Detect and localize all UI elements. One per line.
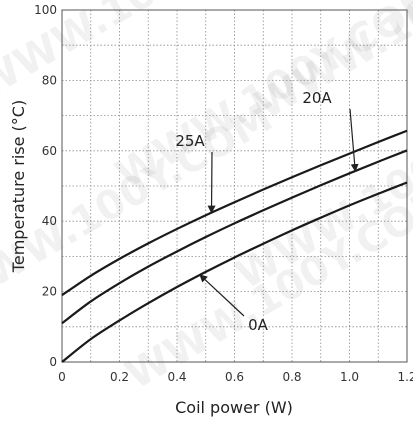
series-line-25a — [61, 129, 408, 297]
y-tick-label: 60 — [42, 144, 57, 158]
x-axis-label: Coil power (W) — [175, 398, 293, 417]
y-tick-label: 100 — [34, 3, 57, 17]
x-tick-label: 1.2 — [397, 370, 413, 384]
annotation-layer: 25A 20A 0A — [175, 89, 359, 334]
x-tick-label: 0.6 — [225, 370, 244, 384]
series-layer — [61, 129, 408, 363]
x-tick-label: 1.0 — [340, 370, 359, 384]
annotation-label-0a: 0A — [248, 316, 269, 334]
annotation-arrow-0a — [199, 274, 245, 317]
y-tick-label: 40 — [42, 214, 57, 228]
series-line-0a — [61, 181, 408, 363]
series-line-20a — [61, 149, 408, 325]
y-tick-label: 80 — [42, 73, 57, 87]
x-tick-label: 0 — [58, 370, 66, 384]
y-tick-label: 20 — [42, 285, 57, 299]
x-tick-label: 0.2 — [110, 370, 129, 384]
grid-lines — [62, 10, 407, 362]
annotation-arrow-25a — [207, 151, 216, 214]
annotation-label-20a: 20A — [302, 89, 332, 107]
y-tick-label: 0 — [49, 355, 57, 369]
annotation-label-25a: 25A — [175, 132, 205, 150]
x-tick-labels: 0 0.2 0.4 0.6 0.8 1.0 1.2 — [58, 370, 413, 384]
x-tick-label: 0.8 — [282, 370, 301, 384]
x-tick-label: 0.4 — [167, 370, 186, 384]
y-tick-labels: 0 20 40 60 80 100 — [34, 3, 57, 369]
annotation-arrow-20a — [349, 108, 359, 173]
plot-frame — [61, 9, 408, 363]
y-axis-label: Temperature rise (°C) — [9, 100, 28, 273]
